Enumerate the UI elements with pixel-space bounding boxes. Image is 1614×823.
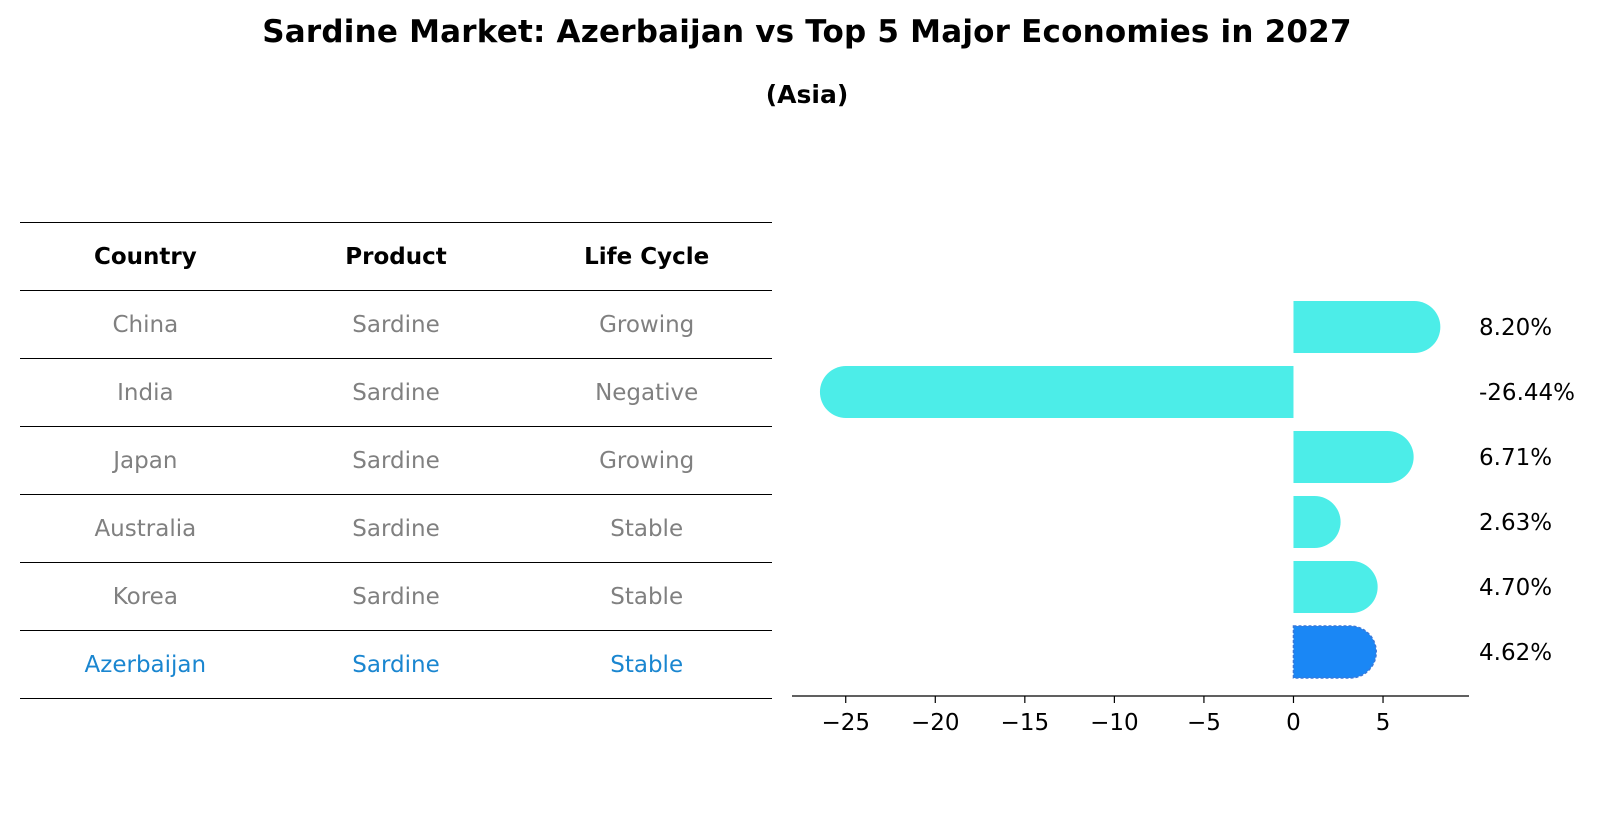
x-tick-label: −20 [911,710,960,736]
data-table: Country Product Life Cycle China Sardine… [20,222,772,699]
x-tick-label: −25 [821,710,870,736]
bar-value-label: 4.62% [1479,640,1552,666]
bar-india [819,366,1294,418]
table-row: China Sardine Growing [20,291,772,359]
header-product: Product [345,243,447,270]
bar-korea [1293,561,1378,613]
x-tick-label: −15 [1001,710,1050,736]
cell-life-cycle: Stable [610,515,684,542]
table-row: Korea Sardine Stable [20,563,772,631]
cell-product: Sardine [352,447,440,474]
cell-product: Sardine [352,379,440,406]
table-row: India Sardine Negative [20,359,772,427]
x-tick-label: −5 [1187,710,1221,736]
cell-product: Sardine [352,311,440,338]
cell-life-cycle: Stable [610,583,684,610]
chart-subtitle: (Asia) [765,80,849,109]
cell-country: China [112,311,179,338]
cell-country: Japan [113,447,178,474]
cell-product: Sardine [352,515,440,542]
cell-product: Sardine [352,651,440,678]
table-row: Japan Sardine Growing [20,427,772,495]
bar-value-label: 4.70% [1479,575,1552,601]
table-row-highlighted: Azerbaijan Sardine Stable [20,631,772,699]
cell-country: India [117,379,174,406]
bar-azerbaijan [1292,625,1377,679]
bar-china [1293,301,1441,353]
cell-country: Azerbaijan [84,651,207,678]
x-tick-label: −10 [1090,710,1139,736]
cell-country: Australia [94,515,197,542]
bar-value-label: -26.44% [1479,380,1575,406]
x-tick-label: 0 [1286,710,1301,736]
bar-value-label: 2.63% [1479,510,1552,536]
cell-product: Sardine [352,583,440,610]
header-life-cycle: Life Cycle [584,243,710,270]
bar-value-label: 8.20% [1479,315,1552,341]
bar-australia [1293,496,1341,548]
x-tick-label: 5 [1376,710,1391,736]
cell-life-cycle: Growing [599,447,695,474]
cell-life-cycle: Stable [610,651,684,678]
cell-life-cycle: Growing [599,311,695,338]
chart-title: Sardine Market: Azerbaijan vs Top 5 Majo… [262,14,1352,50]
cell-country: Korea [112,583,178,610]
header-country: Country [93,243,197,270]
table-header-row: Country Product Life Cycle [20,222,772,291]
cell-life-cycle: Negative [595,379,699,406]
table-row: Australia Sardine Stable [20,495,772,563]
bar-value-label: 6.71% [1479,445,1552,471]
bar-japan [1293,431,1414,483]
